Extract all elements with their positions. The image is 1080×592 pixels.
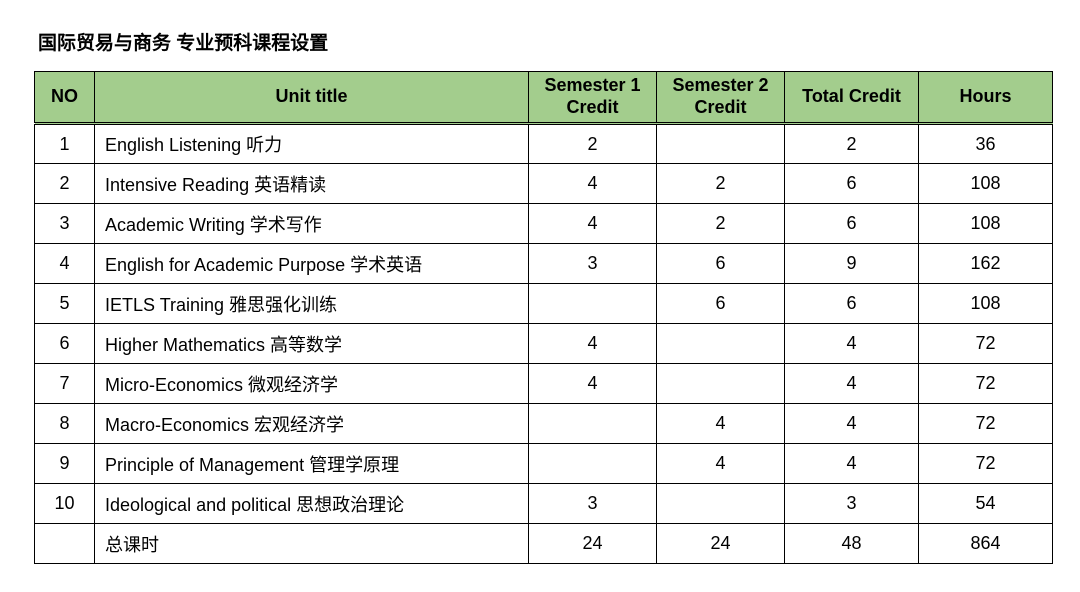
cell-s1 [529, 404, 657, 444]
cell-unit: Intensive Reading 英语精读 [95, 164, 529, 204]
cell-s2 [657, 364, 785, 404]
cell-unit: 总课时 [95, 524, 529, 564]
cell-no: 1 [35, 124, 95, 164]
cell-total: 48 [785, 524, 919, 564]
cell-no: 9 [35, 444, 95, 484]
cell-unit: English for Academic Purpose 学术英语 [95, 244, 529, 284]
cell-s2: 6 [657, 284, 785, 324]
cell-unit: Higher Mathematics 高等数学 [95, 324, 529, 364]
table-row: 5 IETLS Training 雅思强化训练 6 6 108 [35, 284, 1053, 324]
cell-s2 [657, 124, 785, 164]
cell-hours: 108 [919, 284, 1053, 324]
cell-no: 6 [35, 324, 95, 364]
table-row: 4 English for Academic Purpose 学术英语 3 6 … [35, 244, 1053, 284]
cell-s1: 4 [529, 164, 657, 204]
cell-no: 7 [35, 364, 95, 404]
cell-s2: 4 [657, 444, 785, 484]
cell-s1 [529, 284, 657, 324]
cell-unit: Academic Writing 学术写作 [95, 204, 529, 244]
table-row: 8 Macro-Economics 宏观经济学 4 4 72 [35, 404, 1053, 444]
table-row: 6 Higher Mathematics 高等数学 4 4 72 [35, 324, 1053, 364]
cell-s2: 6 [657, 244, 785, 284]
cell-total: 6 [785, 204, 919, 244]
table-row: 10 Ideological and political 思想政治理论 3 3 … [35, 484, 1053, 524]
cell-s1: 4 [529, 364, 657, 404]
col-header-no: NO [35, 72, 95, 124]
table-header: NO Unit title Semester 1 Credit Semester… [35, 72, 1053, 124]
cell-unit: Principle of Management 管理学原理 [95, 444, 529, 484]
table-body: 1 English Listening 听力 2 2 36 2 Intensiv… [35, 124, 1053, 564]
cell-total: 4 [785, 324, 919, 364]
table-row: 7 Micro-Economics 微观经济学 4 4 72 [35, 364, 1053, 404]
cell-unit: Macro-Economics 宏观经济学 [95, 404, 529, 444]
cell-hours: 108 [919, 164, 1053, 204]
cell-hours: 36 [919, 124, 1053, 164]
cell-s2: 2 [657, 164, 785, 204]
cell-total: 4 [785, 444, 919, 484]
cell-s2: 4 [657, 404, 785, 444]
cell-total: 6 [785, 284, 919, 324]
cell-s1: 24 [529, 524, 657, 564]
cell-s2 [657, 324, 785, 364]
cell-s2: 2 [657, 204, 785, 244]
cell-hours: 72 [919, 324, 1053, 364]
col-header-hours: Hours [919, 72, 1053, 124]
cell-s2: 24 [657, 524, 785, 564]
cell-total: 6 [785, 164, 919, 204]
cell-total: 3 [785, 484, 919, 524]
cell-hours: 72 [919, 404, 1053, 444]
table-row: 1 English Listening 听力 2 2 36 [35, 124, 1053, 164]
cell-s1 [529, 444, 657, 484]
cell-hours: 864 [919, 524, 1053, 564]
table-row: 2 Intensive Reading 英语精读 4 2 6 108 [35, 164, 1053, 204]
cell-no: 5 [35, 284, 95, 324]
cell-unit: IETLS Training 雅思强化训练 [95, 284, 529, 324]
page-title: 国际贸易与商务 专业预科课程设置 [38, 28, 1052, 55]
cell-unit: English Listening 听力 [95, 124, 529, 164]
cell-unit: Ideological and political 思想政治理论 [95, 484, 529, 524]
cell-total: 9 [785, 244, 919, 284]
cell-s1: 2 [529, 124, 657, 164]
cell-total: 2 [785, 124, 919, 164]
cell-s1: 3 [529, 484, 657, 524]
cell-s1: 4 [529, 324, 657, 364]
table-row-totals: 总课时 24 24 48 864 [35, 524, 1053, 564]
col-header-total: Total Credit [785, 72, 919, 124]
col-header-s2: Semester 2 Credit [657, 72, 785, 124]
curriculum-table: NO Unit title Semester 1 Credit Semester… [34, 71, 1053, 564]
col-header-s1: Semester 1 Credit [529, 72, 657, 124]
cell-no: 4 [35, 244, 95, 284]
cell-no [35, 524, 95, 564]
cell-no: 10 [35, 484, 95, 524]
cell-total: 4 [785, 404, 919, 444]
cell-s2 [657, 484, 785, 524]
cell-no: 8 [35, 404, 95, 444]
col-header-title: Unit title [95, 72, 529, 124]
cell-s1: 4 [529, 204, 657, 244]
table-row: 3 Academic Writing 学术写作 4 2 6 108 [35, 204, 1053, 244]
table-row: 9 Principle of Management 管理学原理 4 4 72 [35, 444, 1053, 484]
cell-no: 2 [35, 164, 95, 204]
cell-unit: Micro-Economics 微观经济学 [95, 364, 529, 404]
cell-no: 3 [35, 204, 95, 244]
cell-hours: 72 [919, 444, 1053, 484]
cell-hours: 162 [919, 244, 1053, 284]
cell-hours: 54 [919, 484, 1053, 524]
cell-total: 4 [785, 364, 919, 404]
cell-hours: 72 [919, 364, 1053, 404]
cell-hours: 108 [919, 204, 1053, 244]
cell-s1: 3 [529, 244, 657, 284]
